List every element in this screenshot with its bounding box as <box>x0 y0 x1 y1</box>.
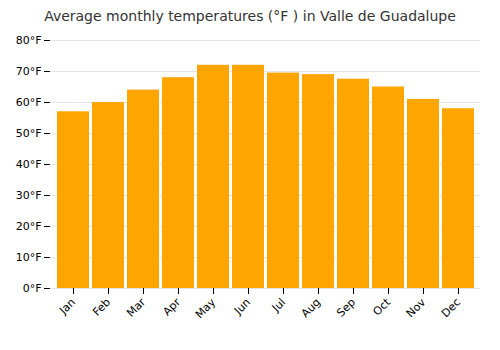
svg-text:40°F: 40°F <box>16 158 42 171</box>
svg-text:10°F: 10°F <box>16 251 42 264</box>
svg-text:Feb: Feb <box>90 296 113 319</box>
svg-text:Nov: Nov <box>404 295 429 320</box>
svg-text:80°F: 80°F <box>16 34 42 47</box>
svg-text:Jan: Jan <box>56 296 78 318</box>
svg-text:0°F: 0°F <box>23 282 42 295</box>
svg-text:60°F: 60°F <box>16 96 42 109</box>
svg-text:Jun: Jun <box>231 296 253 318</box>
svg-text:Apr: Apr <box>160 295 183 318</box>
svg-text:30°F: 30°F <box>16 189 42 202</box>
svg-text:Mar: Mar <box>124 295 148 319</box>
svg-text:Oct: Oct <box>370 295 393 318</box>
svg-text:Jul: Jul <box>269 296 288 315</box>
svg-text:20°F: 20°F <box>16 220 42 233</box>
svg-text:May: May <box>193 295 219 321</box>
html-text:Average monthly temperatures (: Average monthly temperatures (°F ) in Va… <box>44 8 456 24</box>
svg-text:Sep: Sep <box>334 296 358 320</box>
svg-text:50°F: 50°F <box>16 127 42 140</box>
svg-text:Aug: Aug <box>299 296 323 320</box>
svg-text:70°F: 70°F <box>16 65 42 78</box>
svg-text:Dec: Dec <box>439 296 463 320</box>
